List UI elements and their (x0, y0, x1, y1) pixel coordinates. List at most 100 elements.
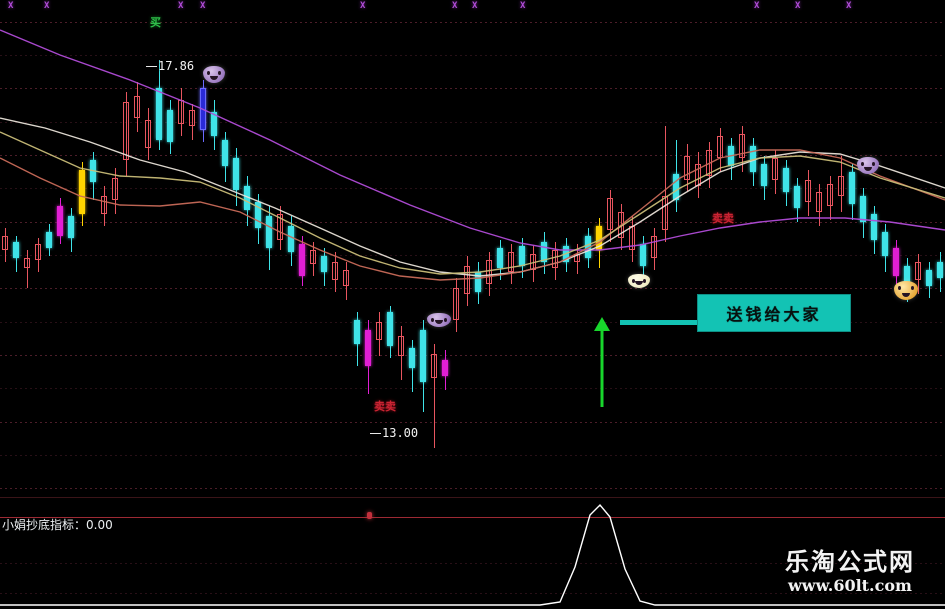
candle-body (772, 158, 778, 180)
top-marker-x: X (452, 1, 458, 11)
price-tag: 13.00 (382, 426, 419, 440)
face-mouth-icon (210, 76, 218, 80)
face-mouth-icon (864, 167, 872, 171)
candle-body (618, 212, 624, 238)
pane-divider (0, 497, 945, 498)
gridline (0, 288, 945, 289)
top-marker-x: X (178, 1, 184, 11)
gridline (0, 22, 945, 23)
candle-body (508, 252, 514, 272)
indicator-zero-line (0, 517, 945, 518)
candle-body (563, 246, 569, 262)
indicator-title: 小娟抄底指标：0.00 (2, 518, 113, 532)
candle-body (497, 248, 503, 268)
face-eye-left-icon (632, 279, 635, 283)
candle-body (860, 196, 866, 222)
candle-body (453, 288, 459, 320)
candle-body (486, 260, 492, 284)
candle-body (629, 226, 635, 250)
candle-body (750, 146, 756, 172)
candle-body (299, 244, 305, 276)
candle-body (882, 232, 888, 256)
face-mouth-icon (435, 320, 443, 324)
face-eye-right-icon (218, 71, 221, 75)
candle-body (244, 186, 250, 210)
candle-body (541, 242, 547, 262)
candle-body (46, 232, 52, 248)
candle-body (101, 196, 107, 214)
top-marker-x: X (360, 1, 366, 11)
candle-wick (456, 278, 457, 332)
face-marker-icon (628, 274, 650, 288)
face-marker-icon (894, 281, 918, 300)
face-eye-left-icon (898, 286, 901, 290)
gridline (0, 222, 945, 223)
candle-wick (27, 250, 28, 288)
candle-body (233, 158, 239, 190)
price-tag-tick (370, 433, 381, 434)
candle-body (134, 96, 140, 118)
candle-wick (467, 256, 468, 306)
candle-body (409, 348, 415, 368)
face-marker-icon (857, 157, 879, 174)
watermark: 乐淘公式网 www.60lt.com (760, 548, 940, 596)
candle-body (365, 330, 371, 366)
candle-body (915, 262, 921, 280)
candle-body (211, 112, 217, 136)
candle-body (684, 156, 690, 180)
candle-body (343, 270, 349, 286)
face-eye-left-icon (207, 71, 210, 75)
candle-body (827, 184, 833, 206)
candle-body (68, 216, 74, 238)
candle-body (838, 176, 844, 196)
candle-body (805, 180, 811, 202)
ma-line (0, 131, 945, 275)
candle-body (937, 262, 943, 278)
gridline (0, 455, 945, 456)
face-eye-left-icon (431, 318, 434, 322)
candle-body (607, 198, 613, 230)
candle-body (376, 322, 382, 340)
candle-body (57, 206, 63, 236)
candle-body (464, 266, 470, 294)
candle-body (420, 330, 426, 382)
candle-body (728, 146, 734, 166)
top-marker-x: X (200, 1, 206, 11)
candle-body (145, 120, 151, 148)
arrow-shaft (600, 329, 604, 407)
candle-body (387, 312, 393, 346)
callout-tail (620, 320, 701, 325)
top-marker-x: X (520, 1, 526, 11)
candle-body (651, 236, 657, 258)
candle-body (266, 216, 272, 248)
candle-body (310, 250, 316, 264)
candle-wick (346, 262, 347, 300)
gridline (0, 122, 945, 123)
face-mouth-icon (902, 293, 910, 297)
candle-body (35, 244, 41, 260)
ma-line (0, 29, 945, 251)
candle-body (79, 170, 85, 214)
gridline (0, 255, 945, 256)
candle-body (706, 150, 712, 176)
candle-body (288, 226, 294, 252)
candle-body (321, 256, 327, 272)
signal-callout[interactable]: 送钱给大家 (697, 294, 851, 332)
top-marker-x: X (846, 1, 852, 11)
candle-body (761, 164, 767, 186)
candle-body (893, 248, 899, 276)
price-tag-tick (146, 66, 157, 67)
candle-body (112, 178, 118, 200)
indicator-marker-dot (367, 512, 372, 519)
sell-label: 卖卖 (374, 400, 396, 413)
face-eye-right-icon (643, 279, 646, 283)
buy-signal-arrow (593, 317, 611, 407)
candle-body (123, 102, 129, 160)
candle-wick (379, 312, 380, 356)
candle-body (574, 254, 580, 262)
candle-body (926, 270, 932, 286)
candle-body (178, 100, 184, 124)
candle-body (530, 254, 536, 270)
